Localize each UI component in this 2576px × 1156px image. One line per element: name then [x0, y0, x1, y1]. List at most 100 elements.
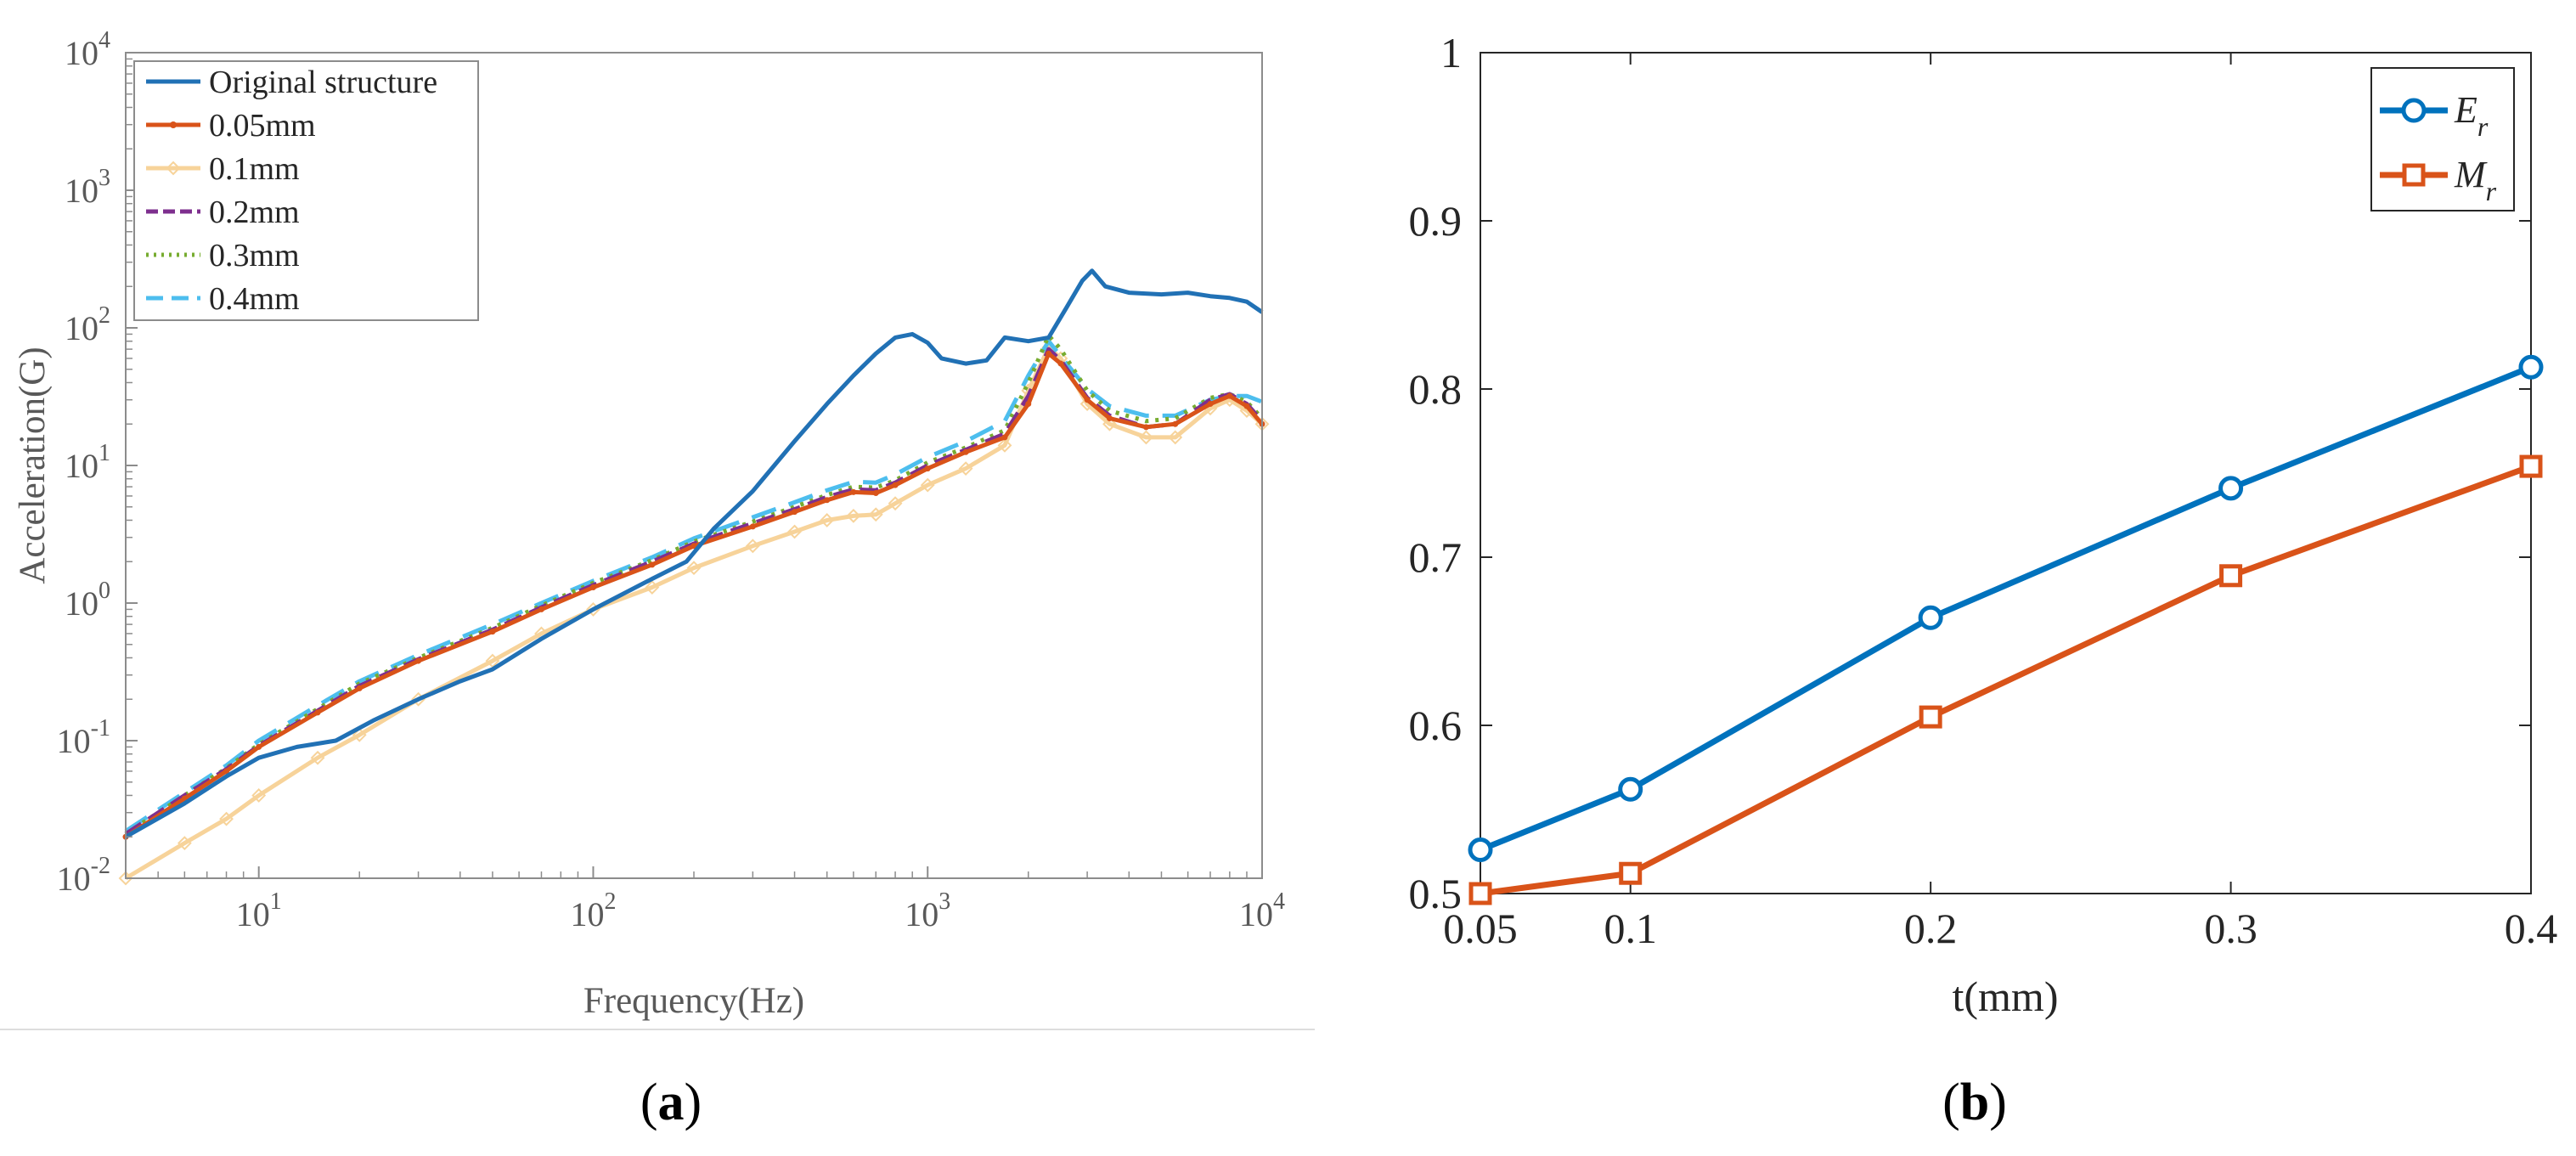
panel-a-series-marker: [177, 836, 192, 851]
panel-b-x-tick-label: 0.4: [2505, 905, 2558, 952]
panel-b-y-tick-label: 1: [1440, 29, 1462, 76]
panel-a-x-tick-label: 104: [1239, 888, 1285, 933]
panel-a-series-line: [124, 345, 1264, 881]
panel-b-x-tick-label: 0.3: [2204, 905, 2258, 952]
panel-a-x-axis-label: Frequency(Hz): [583, 981, 804, 1021]
panel-a-series-marker: [924, 465, 931, 472]
panel-b-legend-label: Mr: [2454, 154, 2497, 206]
panel-b-point-square: [2519, 454, 2543, 478]
panel-a-series-marker: [868, 507, 883, 522]
panel-a-legend-label: Original structure: [209, 65, 437, 100]
panel-a-series-marker: [686, 561, 702, 576]
panel-a-series-marker: [888, 496, 903, 511]
panel-a-series-marker: [415, 657, 422, 664]
panel-a-series-marker: [1142, 424, 1149, 431]
panel-a-series-marker: [1046, 350, 1052, 357]
panel-a-x-tick-label: 103: [905, 888, 950, 933]
panel-a-series-marker: [223, 768, 230, 775]
panel-a-series-marker: [792, 509, 798, 516]
panel-a-series-marker: [745, 539, 760, 554]
panel-a-series-marker: [1207, 401, 1214, 408]
panel-b-legend: Er Mr: [2370, 67, 2515, 211]
panel-b-point-circle: [1468, 837, 1493, 863]
panel-b-point-square: [1468, 882, 1492, 905]
panel-a-y-tick-label: 101: [65, 440, 110, 485]
panel-a-y-tick-label: 104: [65, 27, 110, 72]
panel-b-point-circle: [1618, 776, 1643, 802]
panel-a-y-tick-label: 103: [65, 165, 110, 210]
panel-b-legend-box: [2370, 67, 2515, 211]
panel-a-series-marker: [691, 543, 697, 550]
panel-a-series-line: [124, 268, 1264, 839]
panel-a-x-tick-label: 101: [236, 888, 282, 933]
panel-b-legend-marker: [2401, 98, 2427, 123]
panel-a-series-marker: [645, 580, 660, 595]
panel-b-series: [1468, 354, 2544, 905]
panel-a-series-marker: [820, 513, 835, 527]
panel-a-legend: Original structure 0.05mm 0.1mm 0.2mm 0.3mm 0…: [133, 60, 479, 321]
panel-a-series-marker: [850, 488, 857, 495]
panel-a-series-marker: [1057, 360, 1064, 367]
panel-a-series-marker: [1226, 392, 1233, 399]
panel-b-point-circle: [2218, 476, 2244, 501]
panel-a-series-marker: [538, 606, 544, 612]
panel-b-series-line: [1479, 364, 2533, 853]
panel-b-point-circle: [2518, 354, 2544, 380]
panel-b-caption: (b): [1942, 1074, 2007, 1131]
panel-b-legend-marker: [2402, 163, 2426, 187]
panel-a-series-marker: [649, 561, 656, 568]
panel-b-point-circle: [1918, 605, 1943, 630]
panel-b-x-tick-label: 0.2: [1904, 905, 1958, 952]
panel-a-series-marker: [787, 524, 802, 539]
panel-a-legend-label: 0.1mm: [209, 151, 300, 187]
panel-a-legend-marker: [170, 121, 177, 128]
panel-a-series-marker: [256, 743, 262, 750]
panel-a: 10-2 10-1 100 101 102 103 104 101 102 103 104 Freq…: [0, 0, 1315, 1030]
panel-b-y-tick-label: 0.8: [1409, 365, 1463, 413]
panel-a-series: [118, 268, 1270, 886]
panel-b-point-square: [2219, 564, 2243, 588]
panel-a-caption: (a): [640, 1074, 702, 1131]
panel-a-y-tick-label: 10-1: [57, 715, 110, 760]
panel-a-series-marker: [1001, 434, 1008, 441]
panel-a-ticks: 10-2 10-1 100 101 102 103 104 101 102 103 104: [57, 27, 1285, 933]
panel-a-series-marker: [1025, 401, 1032, 408]
panel-b-ticks: 0.5 0.6 0.7 0.8 0.9 1 0.05 0.1 0.2 0.3 0.4: [1409, 29, 2558, 952]
panel-a-series-marker: [892, 482, 899, 488]
panel-a-series-marker: [958, 461, 973, 476]
panel-a-y-tick-label: 102: [65, 302, 110, 347]
panel-a-series-marker: [1172, 420, 1179, 427]
panel-a-series-marker: [872, 490, 879, 497]
panel-a-y-tick-label: 100: [65, 578, 110, 623]
panel-a-series-marker: [251, 788, 267, 803]
panel-a-series-marker: [962, 448, 969, 455]
panel-a-series-marker: [352, 727, 367, 742]
panel-a-legend-marker: [166, 161, 181, 176]
panel-b-legend-label: Er: [2454, 89, 2489, 142]
panel-a-series-marker: [920, 477, 935, 493]
panel-b-x-axis-label: t(mm): [1953, 973, 2059, 1020]
panel-a-y-tick-label: 10-2: [57, 853, 110, 898]
panel-a-legend-label: 0.2mm: [209, 195, 300, 230]
panel-a-series-line: [124, 339, 1263, 833]
panel-a-series-marker: [1084, 397, 1091, 403]
panel-a-series-marker: [118, 871, 133, 886]
panel-a-series-marker: [219, 811, 234, 826]
panel-a-legend-label: 0.4mm: [209, 281, 300, 317]
panel-a-x-tick-label: 102: [570, 888, 616, 933]
panel-a-series-line: [124, 351, 1264, 839]
panel-a-series-marker: [997, 437, 1012, 453]
panel-a-series-marker: [824, 497, 831, 504]
panel-b-y-tick-label: 0.7: [1409, 533, 1463, 581]
panel-b-point-square: [1919, 705, 1942, 729]
panel-a-series-marker: [749, 523, 756, 530]
panel-b-y-tick-label: 0.5: [1409, 870, 1463, 917]
panel-b-y-tick-label: 0.9: [1409, 197, 1463, 245]
panel-b-x-tick-label: 0.1: [1604, 905, 1657, 952]
panel-a-series-marker: [846, 508, 861, 523]
panel-a-legend-label: 0.05mm: [209, 108, 316, 144]
panel-a-series-marker: [489, 629, 496, 635]
panel-b-point-square: [1619, 861, 1643, 885]
panel-a-series-marker: [1243, 403, 1250, 409]
